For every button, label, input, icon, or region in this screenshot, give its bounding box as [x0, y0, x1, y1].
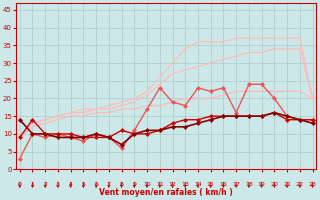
X-axis label: Vent moyen/en rafales ( km/h ): Vent moyen/en rafales ( km/h ) — [99, 188, 233, 197]
